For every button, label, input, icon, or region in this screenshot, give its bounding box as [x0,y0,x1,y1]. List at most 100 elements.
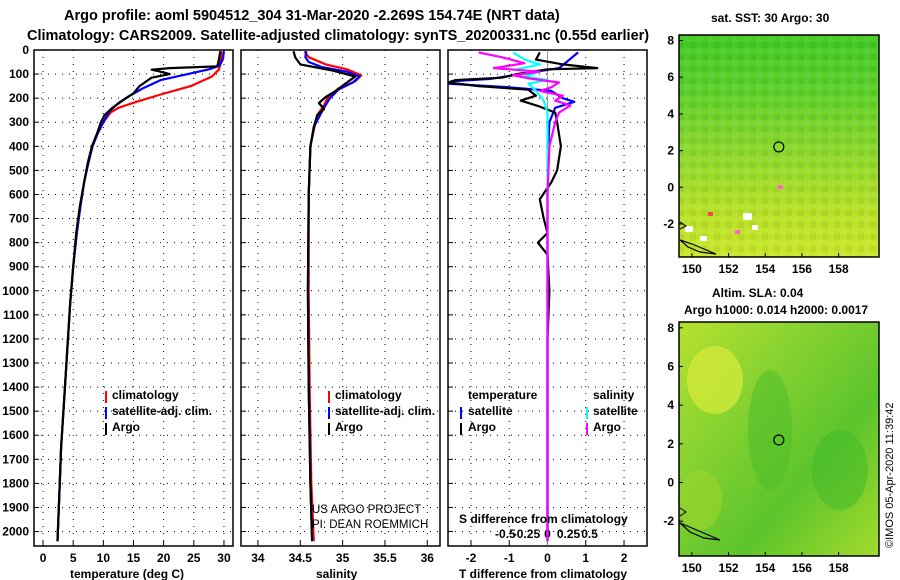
map-x-tick-label: 158 [829,561,849,575]
depth-tick-label: 800 [9,236,29,250]
salinity-panel: 34 34.5 35 35.5 36 [241,49,440,565]
salinity-diff-tick-label: -0.25 [513,527,541,541]
map-y-tick-label: 2 [667,144,674,158]
salinity-diff-tick-label: 0.25 [557,527,581,541]
map-x-tick-label: 158 [829,262,849,276]
map-y-tick-label: 8 [667,321,674,335]
x-tick-label: 35 [336,551,350,565]
map-y-tick-label: 2 [667,437,674,451]
legend-label-temp-satellite: satellite [468,404,513,418]
sla-map-axes: 150 152 154 156 158 -2 0 2 4 6 8 [663,321,849,575]
imos-credit: ©IMOS 05-Apr-2020 11:39:42 [884,403,896,548]
legend-label-argo: Argo [112,420,140,434]
sst-map-cloud-patch [743,213,752,220]
depth-tick-label: 0 [22,43,29,57]
x-tick-label: 35.5 [373,551,397,565]
salinity-diff-tick-label: -0.5 [495,527,516,541]
legend-label-climatology: climatology [335,388,402,402]
x-tick-label: 0 [40,551,47,565]
sst-map-hotspot [735,230,740,234]
x-tick-label: 5 [70,551,77,565]
temperature-x-axis-label: temperature (deg C) [70,567,184,580]
legend-header-salinity: salinity [593,388,635,402]
x-tick-label: -2 [466,551,477,565]
map-x-tick-label: 154 [755,262,775,276]
depth-tick-label: 1400 [2,380,29,394]
map-y-tick-label: 0 [667,180,674,194]
x-tick-label: -1 [504,551,515,565]
sst-map [678,34,880,258]
salinity-legend: climatology satellite-adj. clim. Argo [328,388,435,435]
map-y-tick-label: -2 [663,514,674,528]
sst-map-cloud-patch [752,225,758,230]
difference-panel: -2 -1 0 1 2-0.5-0.25 0 0.25 0.5 [448,49,647,565]
map-x-tick-label: 156 [792,262,812,276]
figure-title-line2: Climatology: CARS2009. Satellite-adjuste… [27,28,649,44]
map-x-tick-label: 150 [682,561,702,575]
depth-tick-label: 1900 [2,500,29,514]
legend-label-climatology: climatology [112,388,179,402]
salinity-plot-frame [240,49,441,547]
legend-label-satellite: satellite-adj. clim. [335,404,435,418]
sla-map-coastline [679,522,721,541]
sst-map-hotspot [708,212,713,216]
map-y-tick-label: 6 [667,70,674,84]
series-line-salinity-argo [478,51,572,542]
x-tick-label: 36 [421,551,435,565]
sst-map-frame [678,34,880,258]
depth-tick-label: 1300 [2,356,29,370]
depth-tick-label: 700 [9,212,29,226]
depth-tick-label: 1500 [2,404,29,418]
depth-tick-label: 300 [9,115,29,129]
map-y-tick-label: -2 [663,217,674,231]
x-tick-label: 20 [157,551,171,565]
sla-map-anomaly [748,370,792,490]
figure-title-line1: Argo profile: aoml 5904512_304 31-Mar-20… [64,8,560,24]
sla-map-frame [678,321,880,557]
map-y-tick-label: 8 [667,34,674,48]
map-y-tick-label: 6 [667,359,674,373]
salinity-x-axis-label: salinity [316,567,358,580]
depth-tick-label: 1100 [3,308,29,322]
map-x-tick-label: 154 [755,561,775,575]
sst-map-coastline [679,221,687,230]
sst-map-texture [679,35,879,257]
sla-map-title-line2: Argo h1000: 0.014 h2000: 0.0017 [684,303,868,317]
map-x-tick-label: 150 [682,262,702,276]
series-line-argo [292,50,357,542]
map-x-tick-label: 156 [792,561,812,575]
difference-legend: temperature salinity satellite Argo sate… [460,388,638,435]
depth-tick-label: 1600 [2,428,29,442]
project-annotation-line1: US ARGO PROJECT [312,504,421,516]
x-tick-label: 30 [217,551,231,565]
map-x-tick-label: 152 [719,262,739,276]
sst-map-title: sat. SST: 30 Argo: 30 [711,11,830,25]
sla-map [678,321,880,557]
legend-header-temperature: temperature [468,388,538,402]
sst-map-cloud-patch [700,236,707,241]
depth-tick-label: 1700 [2,452,29,466]
x-tick-label: 34 [251,551,265,565]
depth-tick-label: 200 [9,91,29,105]
map-y-tick-label: 4 [667,107,674,121]
x-tick-label: 15 [127,551,141,565]
salinity-difference-axis-label: S difference from climatology [459,512,628,526]
project-annotation-line2: PI: DEAN ROEMMICH [312,519,428,531]
depth-tick-label: 500 [9,163,29,177]
x-tick-label: 10 [97,551,111,565]
x-tick-label: 0 [544,551,551,565]
sla-map-anomaly [678,470,722,530]
difference-x-axis-label: T difference from climatology [459,567,627,580]
sla-map-coastline [679,507,687,517]
temperature-legend: climatology satellite-adj. clim. Argo [105,388,212,435]
sst-map-cloud-patch [685,226,693,232]
depth-tick-label: 100 [9,67,29,81]
sla-map-title-line1: Altim. SLA: 0.04 [712,286,804,300]
series-line-argo [56,51,222,542]
legend-label-argo: Argo [335,420,363,434]
argo-position-marker [773,141,785,153]
x-tick-label: 2 [621,551,628,565]
sla-map-anomaly [687,346,743,414]
map-x-tick-label: 152 [719,561,739,575]
